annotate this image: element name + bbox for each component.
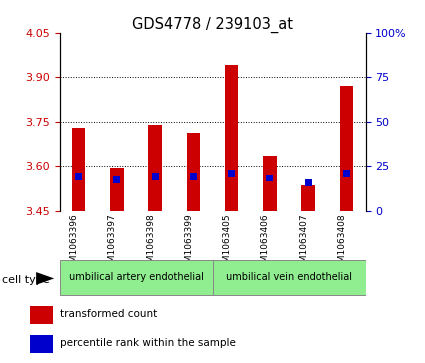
- Bar: [75, 173, 82, 180]
- Text: umbilical vein endothelial: umbilical vein endothelial: [226, 272, 352, 282]
- Text: GSM1063407: GSM1063407: [299, 213, 308, 274]
- Text: percentile rank within the sample: percentile rank within the sample: [60, 338, 235, 348]
- Bar: [266, 175, 273, 181]
- Bar: [343, 170, 350, 177]
- Polygon shape: [36, 272, 54, 285]
- Bar: [30, 306, 53, 323]
- Bar: [212, 260, 366, 295]
- Bar: [148, 125, 162, 211]
- Bar: [60, 260, 212, 295]
- Bar: [190, 173, 197, 180]
- Text: GSM1063398: GSM1063398: [146, 213, 155, 274]
- Bar: [263, 156, 277, 211]
- Bar: [152, 173, 159, 180]
- Bar: [225, 65, 238, 211]
- Bar: [228, 170, 235, 177]
- Bar: [72, 127, 85, 211]
- Bar: [301, 185, 315, 211]
- Text: transformed count: transformed count: [60, 309, 157, 319]
- Text: GSM1063406: GSM1063406: [261, 213, 270, 274]
- Bar: [187, 134, 200, 211]
- Text: GSM1063408: GSM1063408: [337, 213, 346, 274]
- Text: GSM1063399: GSM1063399: [184, 213, 193, 274]
- Bar: [110, 168, 124, 211]
- Text: GSM1063405: GSM1063405: [223, 213, 232, 274]
- Bar: [30, 335, 53, 352]
- Bar: [340, 86, 353, 211]
- Text: umbilical artery endothelial: umbilical artery endothelial: [68, 272, 204, 282]
- Bar: [305, 179, 312, 185]
- Text: GSM1063396: GSM1063396: [70, 213, 79, 274]
- Text: cell type: cell type: [2, 274, 50, 285]
- Text: GDS4778 / 239103_at: GDS4778 / 239103_at: [132, 16, 293, 33]
- Text: GSM1063397: GSM1063397: [108, 213, 117, 274]
- Bar: [113, 176, 120, 183]
